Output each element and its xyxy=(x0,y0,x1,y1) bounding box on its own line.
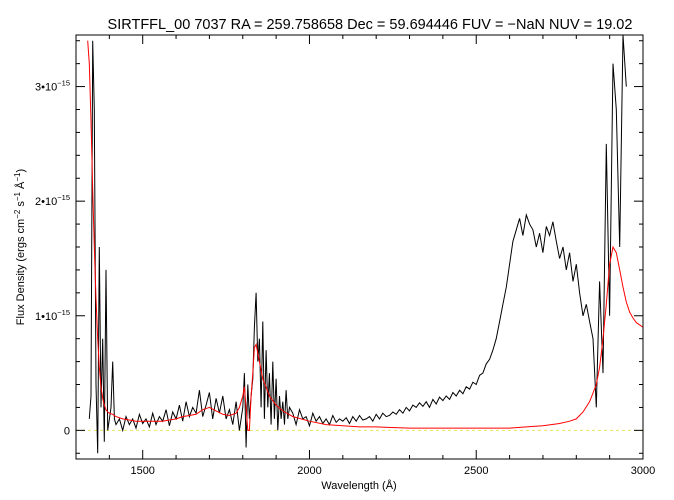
y-tick-label: 1•10−15 xyxy=(35,308,70,323)
x-tick-label: 3000 xyxy=(631,465,655,477)
x-axis-label: Wavelength (Å) xyxy=(321,479,396,492)
plot-frame xyxy=(75,34,644,460)
x-tick-label: 2500 xyxy=(464,465,488,477)
y-tick-label: 3•10−15 xyxy=(35,79,70,94)
model-template-line xyxy=(87,40,643,431)
y-tick-label: 2•10−15 xyxy=(35,193,70,208)
chart-title: SIRTFFL_00 7037 RA = 259.758658 Dec = 59… xyxy=(108,17,633,33)
x-axis: 1500 2000 2500 3000 xyxy=(108,35,655,477)
observed-spectrum-line xyxy=(88,35,627,454)
y-axis-label: Flux Density (ergs cm−2 s−1 Å−1) xyxy=(13,169,27,325)
y-tick-label: 0 xyxy=(64,425,70,437)
x-tick-label: 2000 xyxy=(297,465,321,477)
x-tick-label: 1500 xyxy=(130,465,154,477)
y-axis: 0 1•10−15 2•10−15 3•10−15 xyxy=(35,40,643,454)
